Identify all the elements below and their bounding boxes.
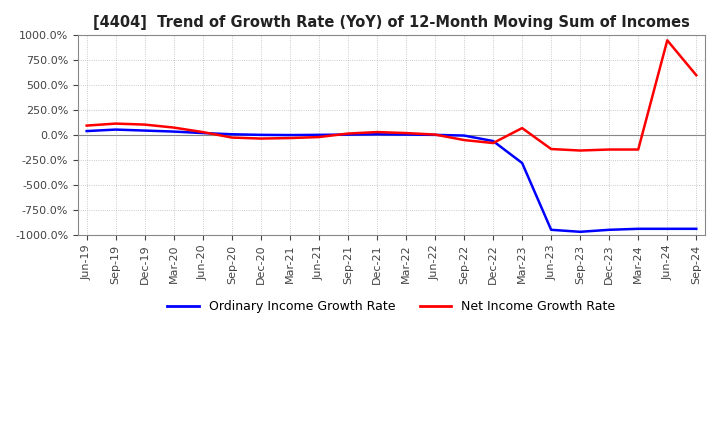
Title: [4404]  Trend of Growth Rate (YoY) of 12-Month Moving Sum of Incomes: [4404] Trend of Growth Rate (YoY) of 12-… bbox=[93, 15, 690, 30]
Legend: Ordinary Income Growth Rate, Net Income Growth Rate: Ordinary Income Growth Rate, Net Income … bbox=[163, 295, 621, 318]
